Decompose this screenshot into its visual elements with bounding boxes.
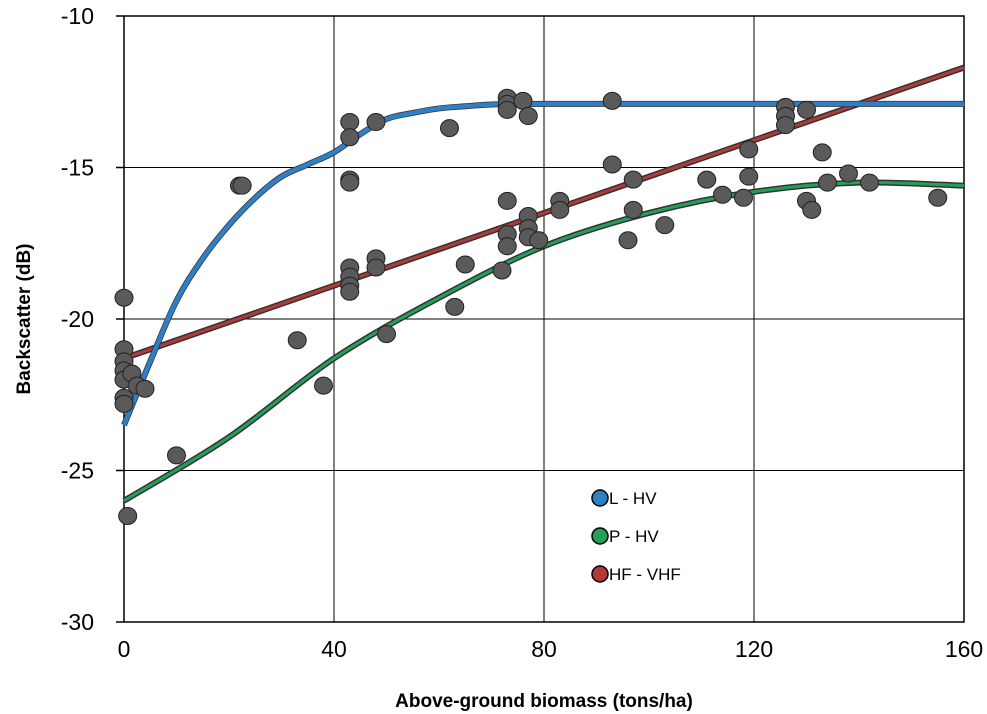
data-point [797, 100, 816, 119]
data-point [445, 297, 465, 316]
plot-area [114, 15, 965, 623]
data-point [497, 191, 517, 210]
data-point [623, 200, 643, 219]
data-point [377, 325, 396, 344]
data-point [114, 288, 134, 307]
x-tick-label: 40 [321, 636, 347, 662]
data-point [513, 91, 533, 110]
legend: L - HV P - HV HF - VHF [591, 489, 681, 584]
data-point [497, 237, 517, 256]
data-point [118, 506, 138, 525]
grid-lines [124, 16, 964, 622]
y-axis-title: Backscatter (dB) [14, 244, 35, 395]
data-point [739, 140, 759, 159]
data-point [550, 200, 570, 219]
data-point [440, 119, 459, 138]
legend-label-hf-vhf: HF - VHF [609, 565, 681, 584]
data-point [340, 128, 360, 147]
data-point [492, 261, 512, 280]
legend-marker-l-hv [591, 489, 609, 507]
data-point [497, 100, 517, 119]
x-axis-title: Above-ground biomass (tons/ha) [395, 691, 693, 712]
legend-label-l-hv: L - HV [609, 489, 657, 508]
y-tick-label: -15 [61, 155, 94, 181]
data-point [802, 200, 822, 219]
x-tick-label: 0 [118, 636, 131, 662]
data-point [340, 282, 360, 301]
data-point [366, 258, 386, 277]
data-point [529, 231, 549, 250]
x-axis-ticks: 0 40 80 120 160 [118, 636, 984, 662]
data-point [839, 164, 858, 183]
data-point [734, 188, 753, 207]
data-points [114, 88, 948, 525]
legend-marker-hf-vhf [591, 565, 609, 583]
legend-label-p-hv: P - HV [609, 527, 659, 546]
data-point [776, 116, 795, 135]
x-tick-label: 120 [735, 636, 773, 662]
data-point [618, 231, 638, 250]
legend-marker-p-hv [591, 527, 609, 545]
x-tick-label: 80 [531, 636, 557, 662]
y-axis-ticks: -30 -25 -20 -15 -10 [61, 3, 124, 635]
series-line-l-hv [121, 101, 964, 426]
y-tick-label: -30 [61, 609, 94, 635]
data-point [340, 173, 360, 192]
data-point [739, 167, 759, 186]
data-point [623, 170, 643, 189]
data-point [455, 255, 475, 274]
data-point [135, 379, 155, 398]
data-point [314, 376, 333, 395]
data-point [812, 143, 832, 162]
y-tick-label: -25 [61, 458, 94, 484]
data-point [518, 106, 538, 125]
data-point [928, 188, 948, 207]
data-point [167, 446, 186, 465]
data-point [713, 185, 732, 204]
data-point [114, 394, 134, 413]
data-point [340, 113, 360, 132]
data-point [366, 113, 386, 132]
data-point [697, 170, 717, 189]
data-point [602, 155, 622, 174]
series-line-hf-vhf [123, 66, 965, 360]
data-point [602, 91, 622, 110]
data-point [232, 176, 252, 195]
y-tick-label: -10 [61, 3, 94, 29]
x-tick-label: 160 [945, 636, 983, 662]
data-point [860, 173, 879, 192]
data-point [655, 216, 675, 235]
data-point [287, 331, 307, 350]
data-point [818, 173, 837, 192]
y-tick-label: -20 [61, 306, 94, 332]
